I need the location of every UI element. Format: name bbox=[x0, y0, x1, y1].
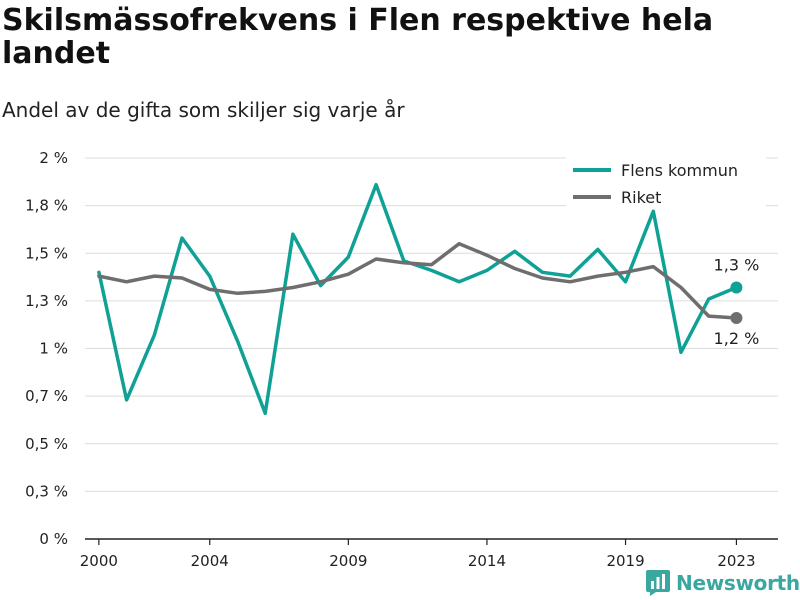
end-labels: 1,3 % 1,2 % bbox=[714, 256, 760, 348]
y-tick-label: 1 % bbox=[39, 340, 68, 358]
chart-subtitle: Andel av de gifta som skiljer sig varje … bbox=[2, 98, 405, 122]
x-axis-labels: 2000 2004 2009 2014 2019 2023 bbox=[80, 539, 756, 570]
y-tick-label: 0 % bbox=[39, 530, 68, 548]
legend: Flens kommun Riket bbox=[566, 156, 766, 208]
y-tick-label: 2 % bbox=[39, 149, 68, 167]
end-point-flen bbox=[730, 281, 743, 294]
newsworthy-logo-text: Newsworthy bbox=[676, 571, 800, 595]
legend-label: Flens kommun bbox=[621, 161, 738, 180]
y-tick-label: 0,7 % bbox=[25, 387, 68, 405]
series-lines bbox=[97, 182, 743, 416]
newsworthy-logo: Newsworthy bbox=[646, 568, 800, 598]
newsworthy-logo-icon bbox=[646, 570, 670, 596]
x-tick-label: 2014 bbox=[468, 552, 506, 570]
x-tick-label: 2023 bbox=[717, 552, 755, 570]
y-tick-label: 0,3 % bbox=[25, 482, 68, 500]
y-tick-label: 1,5 % bbox=[25, 244, 68, 262]
legend-label: Riket bbox=[621, 188, 661, 207]
end-label-riket: 1,2 % bbox=[714, 329, 760, 348]
grid-lines bbox=[85, 157, 778, 492]
y-tick-label: 1,8 % bbox=[25, 197, 68, 215]
end-label-flen: 1,3 % bbox=[714, 256, 760, 275]
x-tick-label: 2004 bbox=[191, 552, 229, 570]
x-tick-label: 2000 bbox=[80, 552, 118, 570]
chart-title: Skilsmässofrekvens i Flen respektive hel… bbox=[2, 3, 714, 71]
y-tick-label: 0,5 % bbox=[25, 435, 68, 453]
y-axis-labels: 0 % 0,3 % 0,5 % 0,7 % 1 % 1,3 % 1,5 % 1,8 % 2 % bbox=[25, 149, 68, 548]
y-tick-label: 1,3 % bbox=[25, 292, 68, 310]
series-line-riket bbox=[97, 241, 739, 320]
series-line-flen bbox=[97, 182, 739, 416]
legend-background bbox=[566, 156, 766, 208]
end-point-riket bbox=[730, 312, 743, 325]
x-tick-label: 2009 bbox=[329, 552, 367, 570]
x-tick-label: 2019 bbox=[606, 552, 644, 570]
